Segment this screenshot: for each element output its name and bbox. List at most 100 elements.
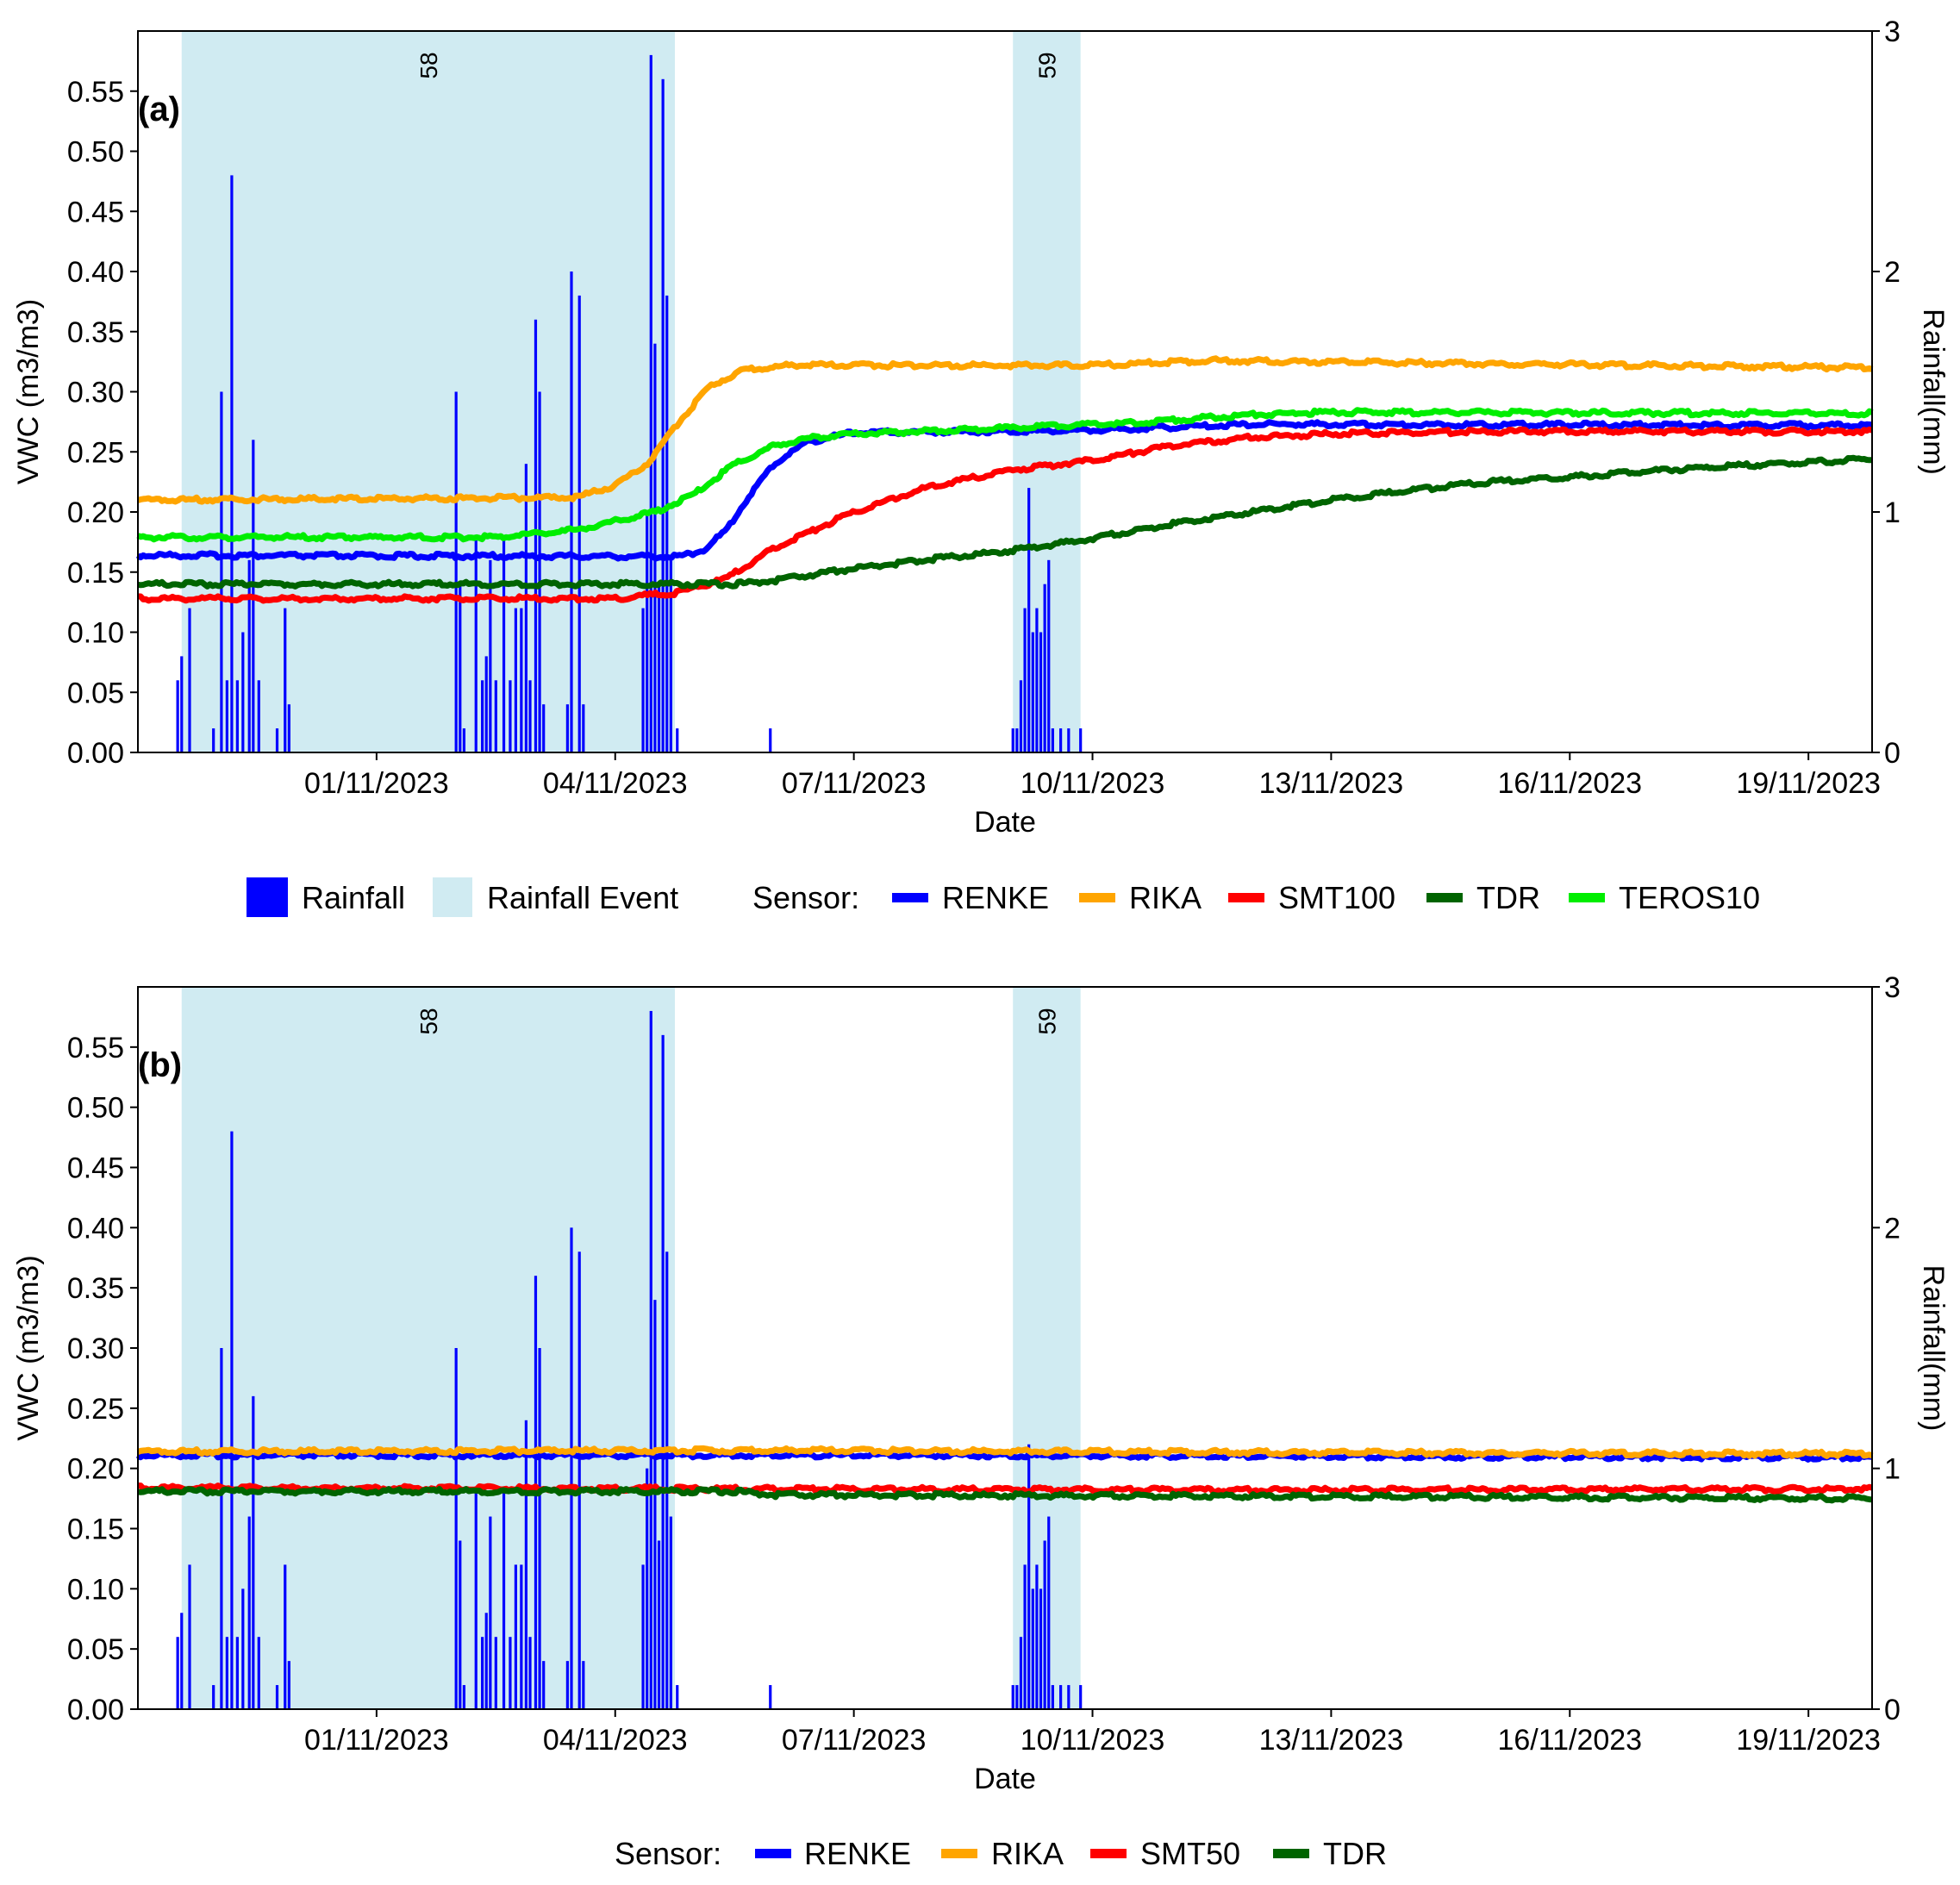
y-tick-label: 0.05 bbox=[67, 1633, 124, 1666]
rainfall-bar bbox=[669, 1516, 672, 1709]
y-tick-label: 0.15 bbox=[67, 1514, 124, 1546]
rainfall-bar bbox=[528, 680, 532, 752]
rainfall-bar bbox=[275, 1685, 279, 1709]
rainfall-bar bbox=[538, 391, 541, 752]
x-tick-label: 01/11/2023 bbox=[304, 1724, 449, 1757]
rainfall-bar bbox=[524, 464, 527, 752]
rainfall-bar bbox=[176, 1637, 179, 1709]
y-tick-label: 0.55 bbox=[67, 76, 124, 109]
rainfall-bar bbox=[1047, 1516, 1051, 1709]
x-axis-label: Date bbox=[974, 1763, 1036, 1795]
legend-sensor-title: Sensor: bbox=[752, 880, 859, 915]
y-tick-label: 0.50 bbox=[67, 136, 124, 169]
rainfall-bar bbox=[235, 680, 239, 752]
rainfall-bar bbox=[230, 1131, 234, 1709]
rainfall-bar bbox=[509, 680, 512, 752]
rainfall-bar bbox=[235, 1637, 239, 1709]
rainfall-bar bbox=[1027, 488, 1031, 752]
legend-label-rika: RIKA bbox=[1129, 880, 1202, 915]
y-tick-label: 0.30 bbox=[67, 377, 124, 409]
series-line-rika bbox=[136, 355, 1874, 505]
rainfall-bar bbox=[769, 728, 772, 752]
legend-label-renke: RENKE bbox=[942, 880, 1049, 915]
panel-label: (b) bbox=[138, 1046, 182, 1084]
rainfall-bar bbox=[494, 680, 497, 752]
legend-label-tdr: TDR bbox=[1323, 1836, 1387, 1871]
rainfall-bar bbox=[247, 559, 251, 752]
rainfall-bar bbox=[1035, 608, 1039, 752]
rainfall-events-b: 58 59 bbox=[181, 987, 1081, 1709]
legend-a: Rainfall Rainfall Event Sensor: RENKE RI… bbox=[247, 877, 1760, 917]
rainfall-bar bbox=[241, 632, 245, 752]
y2-tick-label: 3 bbox=[1884, 971, 1901, 1004]
rainfall-event-band bbox=[1013, 31, 1081, 752]
y-tick-label: 0.15 bbox=[67, 557, 124, 590]
x-axis-label: Date bbox=[974, 806, 1036, 839]
rainfall-bar bbox=[484, 1613, 488, 1709]
rainfall-bar bbox=[474, 535, 478, 752]
legend-swatch-tdr bbox=[1426, 893, 1463, 902]
legend-label-rika: RIKA bbox=[991, 1836, 1064, 1871]
rainfall-bar bbox=[1039, 632, 1043, 752]
rainfall-bar bbox=[514, 1564, 517, 1709]
panel-a: 58 59 0.00 0.05 0.10 0.15 0.20 0.25 0.30 0.35 0.4… bbox=[12, 16, 1950, 839]
rainfall-bar bbox=[661, 78, 665, 753]
rainfall-bar bbox=[665, 1251, 669, 1709]
y-tick-label: 0.45 bbox=[67, 1152, 124, 1185]
rainfall-bar bbox=[481, 1637, 484, 1709]
rainfall-bar bbox=[1043, 1540, 1046, 1709]
y2-tick-label: 1 bbox=[1884, 496, 1901, 529]
x-tick-label: 04/11/2023 bbox=[543, 767, 688, 800]
y-tick-label: 0.40 bbox=[67, 1212, 124, 1245]
x-tick-label: 16/11/2023 bbox=[1497, 1724, 1642, 1757]
x-tick-label: 19/11/2023 bbox=[1736, 1724, 1881, 1757]
rainfall-bar bbox=[257, 1637, 260, 1709]
rainfall-bar bbox=[646, 512, 649, 752]
rainfall-bar bbox=[657, 584, 661, 752]
rainfall-bar bbox=[1079, 728, 1083, 752]
rainfall-bar bbox=[657, 1540, 661, 1709]
x-tick-label: 04/11/2023 bbox=[543, 1724, 688, 1757]
rainfall-bar bbox=[665, 295, 669, 752]
x-tick-label: 13/11/2023 bbox=[1259, 1724, 1404, 1757]
rainfall-bar bbox=[454, 391, 458, 752]
legend-b: Sensor: RENKE RIKA SMT50 TDR bbox=[615, 1836, 1387, 1871]
rainfall-bar bbox=[1019, 680, 1023, 752]
y-tick-label: 0.00 bbox=[67, 1694, 124, 1726]
rainfall-bar bbox=[225, 1637, 228, 1709]
rainfall-bar bbox=[489, 559, 492, 752]
rainfall-bar bbox=[1011, 728, 1014, 752]
rainfall-bar bbox=[1011, 1685, 1014, 1709]
rainfall-events-a: 58 59 bbox=[181, 31, 1081, 752]
y-tick-label: 0.35 bbox=[67, 1272, 124, 1305]
rainfall-bar bbox=[653, 343, 657, 752]
rainfall-bar bbox=[1015, 728, 1019, 752]
rainfall-bar bbox=[1039, 1589, 1043, 1709]
rainfall-bar bbox=[188, 1564, 191, 1709]
rainfall-bar bbox=[287, 704, 290, 752]
y2-axis-label: Rainfall(mm) bbox=[1917, 1265, 1950, 1432]
rainfall-bar bbox=[1043, 584, 1046, 752]
rainfall-bars-a bbox=[176, 54, 1083, 753]
rainfall-bar bbox=[641, 608, 645, 752]
sensor-lines-b bbox=[135, 1445, 1874, 1504]
rainfall-bar bbox=[252, 1395, 255, 1709]
x-tick-label: 10/11/2023 bbox=[1021, 1724, 1165, 1757]
rainfall-bar bbox=[676, 1685, 679, 1709]
rainfall-bar bbox=[481, 680, 484, 752]
rainfall-bar bbox=[669, 559, 672, 752]
rainfall-bar bbox=[1031, 1589, 1034, 1709]
legend-swatch-teros10 bbox=[1569, 893, 1605, 902]
y-tick-label: 0.05 bbox=[67, 677, 124, 709]
rainfall-bar bbox=[275, 728, 279, 752]
panel-b: 58 59 0.00 0.05 0.10 0.15 0.20 0.25 0.30 0.35 0.4… bbox=[12, 971, 1950, 1795]
rainfall-event-label: 59 bbox=[1033, 52, 1060, 78]
rainfall-bar bbox=[542, 704, 546, 752]
rainfall-bar bbox=[1015, 1685, 1019, 1709]
rainfall-bar bbox=[661, 1034, 665, 1709]
y-axis-left-b: 0.00 0.05 0.10 0.15 0.20 0.25 0.30 0.35 0.40 0.45… bbox=[67, 1032, 138, 1726]
rainfall-bar bbox=[257, 680, 260, 752]
rainfall-event-label: 59 bbox=[1033, 1008, 1060, 1034]
rainfall-bar bbox=[1067, 1685, 1071, 1709]
y-axis-label: VWC (m3/m3) bbox=[12, 299, 45, 484]
